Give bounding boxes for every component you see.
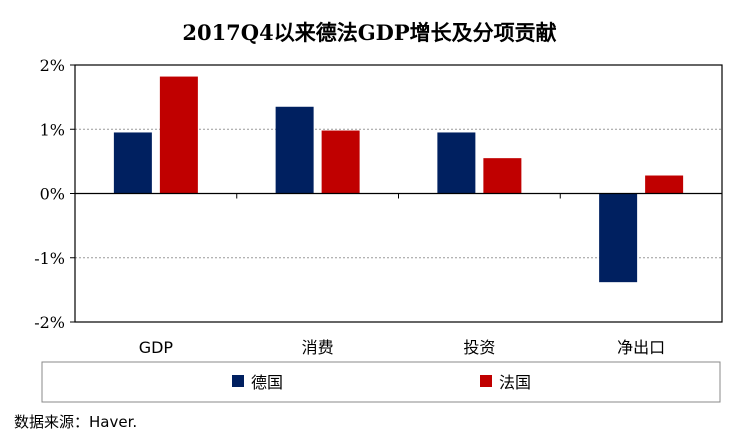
legend-swatch <box>480 375 492 387</box>
bar-法国-净出口 <box>645 175 684 194</box>
bar-德国-投资 <box>437 132 476 194</box>
y-tick-label: 2% <box>40 56 65 75</box>
bars <box>113 76 684 283</box>
bar-法国-GDP <box>159 76 198 194</box>
legend-swatch <box>232 375 244 387</box>
y-tick-labels: 2% 1% 0% -1% -2% <box>34 56 65 332</box>
x-tick-label: GDP <box>139 338 174 357</box>
y-tick-label: 0% <box>40 185 65 204</box>
x-tick-label: 消费 <box>302 338 334 357</box>
bar-德国-净出口 <box>599 193 638 283</box>
source-note: 数据来源：Haver. <box>14 413 138 431</box>
bar-法国-消费 <box>321 130 360 194</box>
y-tick-label: 1% <box>40 120 65 139</box>
legend: 德国 法国 <box>41 361 721 403</box>
axes <box>70 64 723 323</box>
y-tick-label: -2% <box>34 313 65 332</box>
bar-法国-投资 <box>483 158 522 194</box>
x-tick-labels: GDP 消费 投资 净出口 <box>139 338 665 357</box>
chart-title: 2017Q4以来德法GDP增长及分项贡献 <box>182 20 556 45</box>
legend-frame <box>41 361 721 403</box>
bar-德国-GDP <box>113 132 152 194</box>
bar-德国-消费 <box>275 106 314 194</box>
legend-label: 法国 <box>499 373 531 392</box>
x-tick-label: 投资 <box>463 338 495 357</box>
x-tick-label: 净出口 <box>617 338 665 357</box>
legend-label: 德国 <box>251 373 283 392</box>
y-tick-label: -1% <box>34 249 65 268</box>
